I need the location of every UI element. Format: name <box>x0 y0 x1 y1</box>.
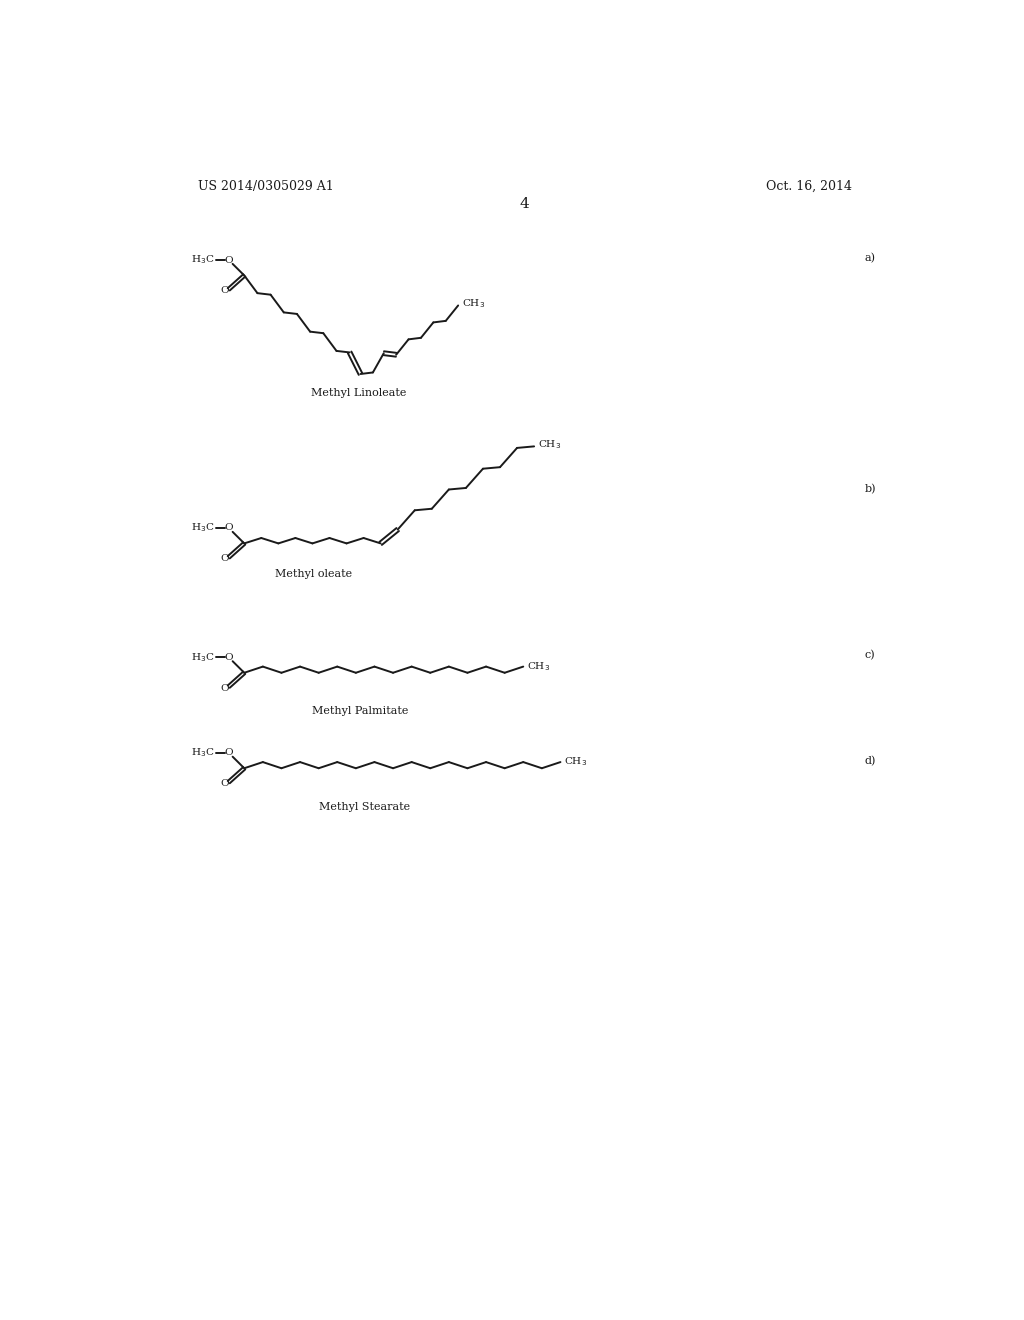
Text: O: O <box>220 779 229 788</box>
Text: H$_3$C: H$_3$C <box>191 253 215 267</box>
Text: O: O <box>224 524 233 532</box>
Text: Methyl Palmitate: Methyl Palmitate <box>312 706 409 717</box>
Text: O: O <box>224 256 233 264</box>
Text: O: O <box>220 684 229 693</box>
Text: CH$_3$: CH$_3$ <box>527 660 550 673</box>
Text: CH$_3$: CH$_3$ <box>538 438 561 451</box>
Text: CH$_3$: CH$_3$ <box>462 297 485 310</box>
Text: O: O <box>224 748 233 758</box>
Text: US 2014/0305029 A1: US 2014/0305029 A1 <box>198 180 334 193</box>
Text: H$_3$C: H$_3$C <box>191 651 215 664</box>
Text: H$_3$C: H$_3$C <box>191 521 215 535</box>
Text: O: O <box>220 554 229 564</box>
Text: O: O <box>224 653 233 661</box>
Text: Oct. 16, 2014: Oct. 16, 2014 <box>766 180 852 193</box>
Text: H$_3$C: H$_3$C <box>191 746 215 759</box>
Text: CH$_3$: CH$_3$ <box>564 755 588 768</box>
Text: Methyl oleate: Methyl oleate <box>275 569 352 579</box>
Text: d): d) <box>864 756 876 767</box>
Text: 4: 4 <box>520 197 529 211</box>
Text: Methyl Stearate: Methyl Stearate <box>318 801 410 812</box>
Text: O: O <box>220 286 229 296</box>
Text: a): a) <box>864 253 876 264</box>
Text: c): c) <box>864 649 874 660</box>
Text: Methyl Linoleate: Methyl Linoleate <box>311 388 407 397</box>
Text: b): b) <box>864 484 876 495</box>
